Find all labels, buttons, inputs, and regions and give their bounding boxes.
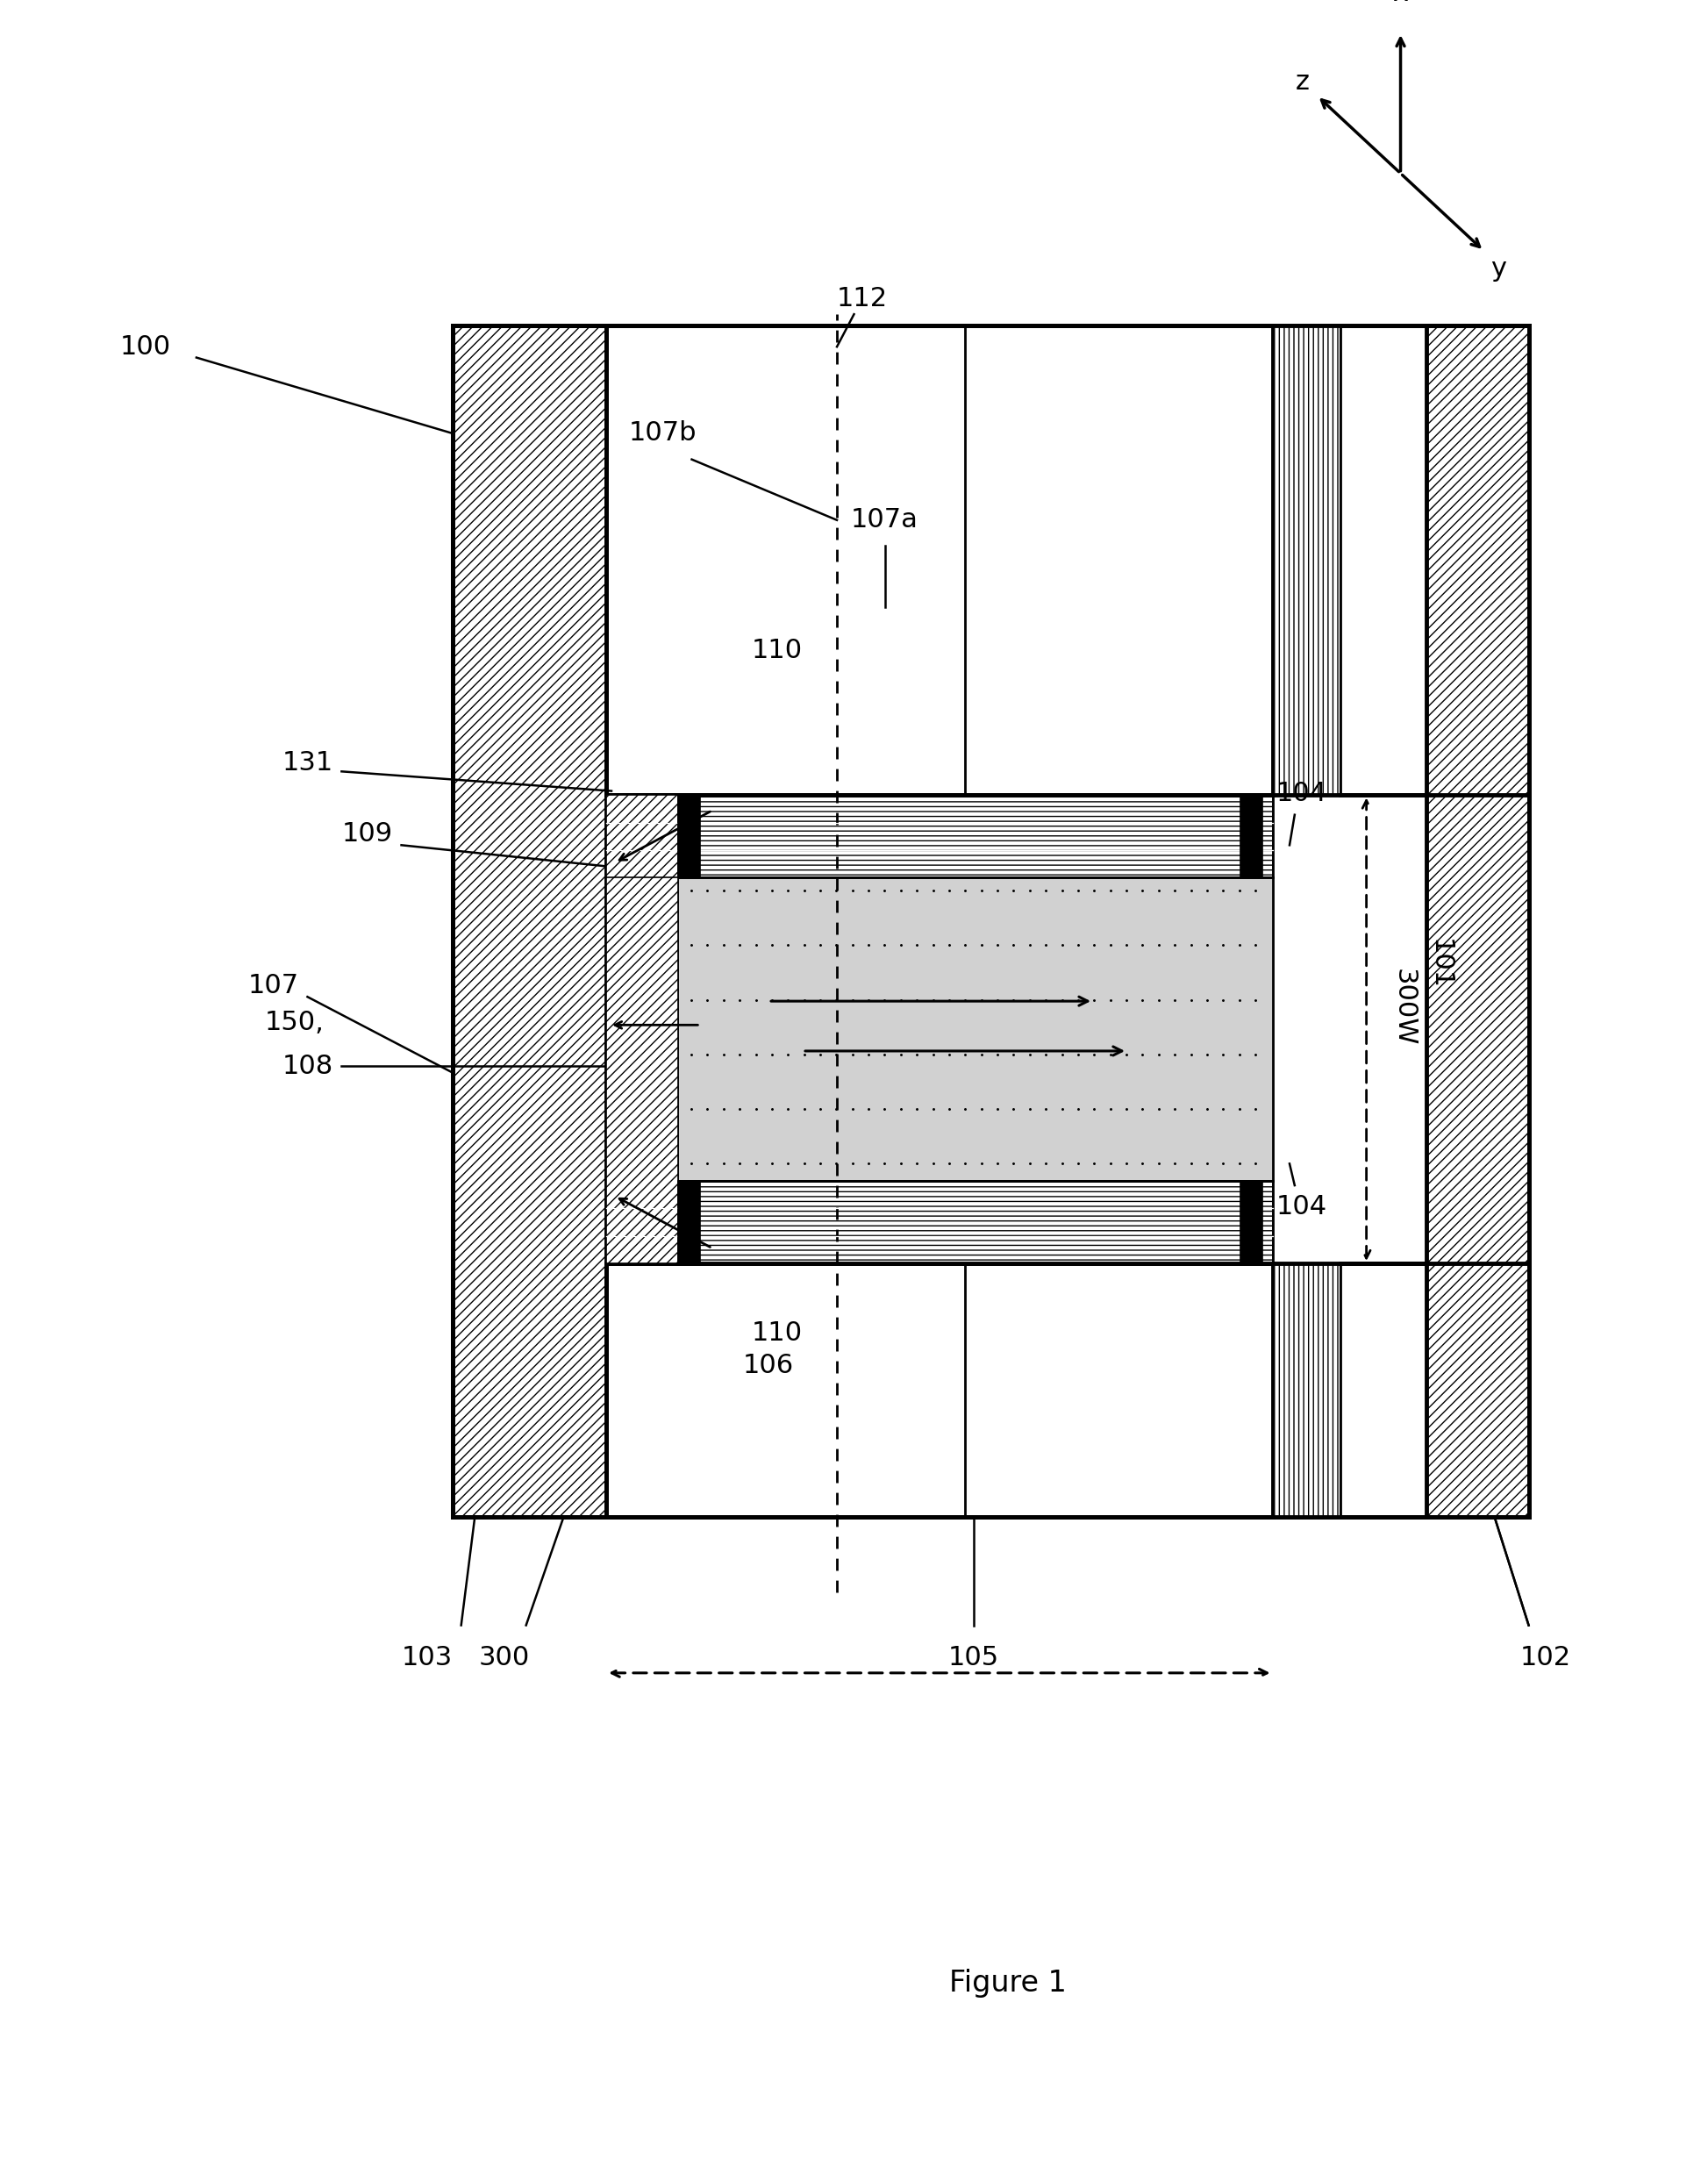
Bar [1426, 325, 1529, 1517]
Text: 300W: 300W [1392, 969, 1416, 1047]
Text: 100: 100 [120, 334, 171, 360]
Bar [1240, 795, 1262, 878]
Bar [606, 795, 1272, 878]
Bar [1240, 1181, 1262, 1263]
Text: 104: 104 [1276, 780, 1327, 806]
Text: 106: 106 [743, 1352, 794, 1378]
Bar [606, 325, 1272, 795]
Bar [453, 325, 1529, 1517]
Bar [1272, 1263, 1341, 1517]
Bar [453, 325, 606, 1517]
Text: 102: 102 [1520, 1645, 1571, 1671]
Text: 104: 104 [1276, 1194, 1327, 1220]
Bar [606, 878, 678, 1263]
Bar [678, 1181, 700, 1263]
Text: 107b: 107b [629, 420, 697, 446]
Text: 109: 109 [342, 821, 393, 847]
Bar [1272, 1263, 1341, 1517]
Bar [606, 1263, 1272, 1517]
Text: y: y [1491, 256, 1506, 282]
Text: 112: 112 [837, 286, 888, 312]
Text: 110: 110 [752, 637, 803, 663]
Bar [1272, 325, 1341, 795]
Text: 131: 131 [282, 750, 333, 776]
Text: Figure 1: Figure 1 [950, 1968, 1066, 1998]
Bar [606, 1181, 1272, 1263]
Text: 150,: 150, [265, 1010, 325, 1036]
Text: 110: 110 [752, 1320, 803, 1346]
Text: x: x [1392, 0, 1409, 7]
Bar [606, 878, 1272, 1181]
Bar [1426, 325, 1529, 1517]
Bar [606, 795, 678, 1181]
Text: 107a: 107a [851, 507, 919, 533]
Text: 105: 105 [948, 1645, 999, 1671]
Text: 103: 103 [401, 1645, 453, 1671]
Bar [678, 795, 700, 878]
Text: z: z [1296, 69, 1310, 95]
Bar [606, 1181, 1272, 1263]
Bar [1272, 325, 1341, 795]
Bar [453, 325, 606, 1517]
Text: 107: 107 [248, 973, 299, 999]
Text: 101: 101 [1428, 938, 1452, 990]
Text: 300: 300 [478, 1645, 529, 1671]
Bar [606, 795, 1272, 878]
Text: 108: 108 [282, 1053, 333, 1079]
Bar [453, 325, 1529, 1517]
